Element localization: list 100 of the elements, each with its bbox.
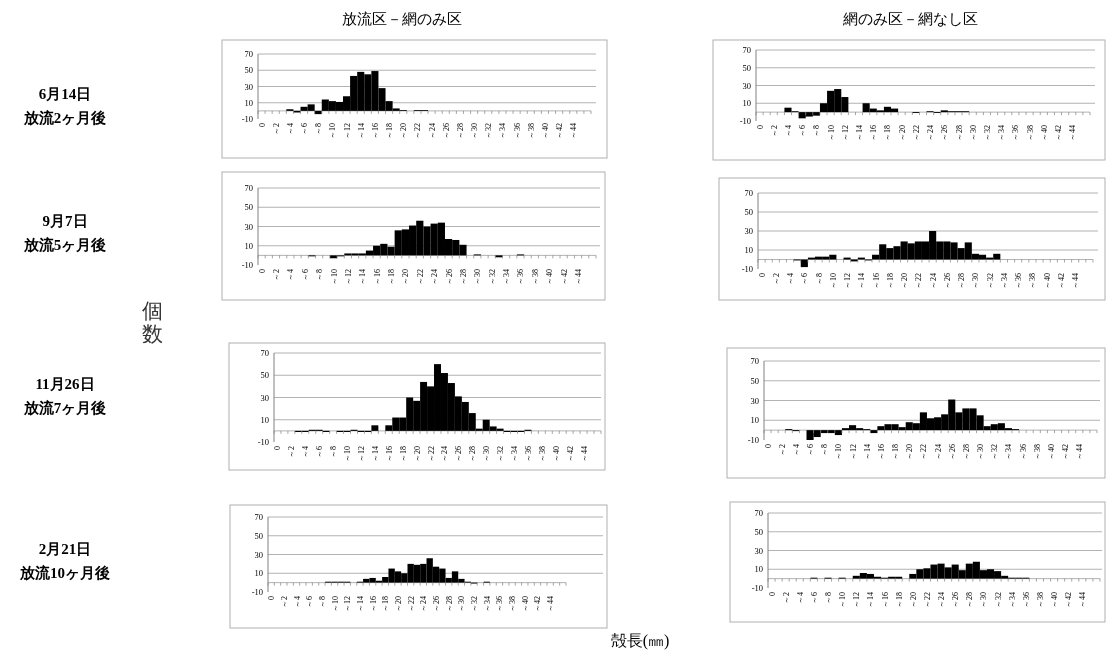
y-tick-label: 70 [742, 45, 751, 55]
x-tick-label: ～30 [971, 273, 981, 289]
x-tick-label: ～4 [791, 444, 801, 456]
x-tick-label: ～16 [368, 596, 378, 612]
x-tick-label: 0 [767, 592, 777, 596]
x-tick-label: ～24 [926, 125, 936, 141]
y-tick-label: 50 [260, 370, 269, 381]
y-tick-label: 10 [754, 564, 763, 575]
text: 11月26日 [35, 376, 95, 392]
x-tick-label: ～16 [384, 446, 394, 462]
x-tick-label: ～10 [343, 446, 353, 462]
x-tick-label: 0 [267, 596, 277, 600]
x-tick-label: ～2 [771, 273, 781, 285]
x-tick-label: ～24 [427, 123, 437, 139]
x-tick-label: ～8 [329, 446, 339, 458]
x-tick-label: ～32 [484, 123, 494, 139]
x-tick-label: ～18 [891, 444, 901, 460]
x-tick-label: ～42 [1056, 273, 1066, 289]
x-tick-label: ～34 [997, 125, 1007, 141]
x-tick-label: ～22 [922, 592, 932, 608]
x-tick-label: ～8 [317, 596, 327, 608]
x-tick-label: ～10 [328, 123, 338, 139]
x-tick-label: ～2 [781, 592, 791, 604]
y-tick-label: 50 [244, 65, 253, 76]
x-tick-label: ～26 [951, 592, 961, 608]
x-tick-label: ～42 [533, 596, 543, 612]
x-tick-label: ～12 [343, 269, 353, 285]
x-tick-label: ～36 [1011, 125, 1021, 141]
x-tick-label: 0 [273, 446, 283, 450]
x-tick-label: 0 [755, 125, 765, 129]
x-tick-label: ～38 [508, 596, 518, 612]
x-tick-label: ～40 [545, 269, 555, 285]
x-tick-label: ～22 [406, 596, 416, 612]
x-tick-label: ～6 [809, 592, 819, 604]
x-tick-label: ～12 [356, 446, 366, 462]
y-tick-label: -10 [751, 583, 763, 593]
x-tick-label: ～30 [482, 446, 492, 462]
x-tick-label: ～10 [828, 273, 838, 289]
x-tick-label: 0 [257, 269, 267, 273]
x-tick-label: ～22 [914, 273, 924, 289]
text: 放流10ヶ月後 [19, 564, 110, 581]
x-tick-label: ～8 [315, 269, 325, 281]
x-tick-label: ～36 [1021, 592, 1031, 608]
text: 2月21日 [38, 541, 92, 557]
x-tick-label: ～28 [954, 125, 964, 141]
x-tick-label: ～22 [911, 125, 921, 141]
x-tick-label: ～28 [957, 273, 967, 289]
y-tick-label: -10 [241, 260, 253, 270]
x-tick-label: ～6 [798, 125, 808, 137]
x-tick-label: ～6 [300, 269, 310, 281]
x-tick-label: ～36 [523, 446, 533, 462]
x-tick-label: ～44 [569, 123, 579, 139]
y-tick-label: 10 [750, 415, 759, 426]
x-tick-label: ～34 [1007, 592, 1017, 608]
x-tick-label: ～28 [468, 446, 478, 462]
y-tick-label: 50 [244, 202, 253, 213]
x-tick-label: ～22 [413, 123, 423, 139]
x-tick-label: ～10 [826, 125, 836, 141]
x-tick-label: ～24 [928, 273, 938, 289]
x-tick-label: ～2 [769, 125, 779, 137]
x-tick-label: ～40 [520, 596, 530, 612]
x-tick-label: ～30 [979, 592, 989, 608]
y-tick-label: -10 [251, 587, 263, 597]
x-tick-label: ～24 [933, 444, 943, 460]
y-tick-label: 50 [754, 526, 763, 537]
x-tick-label: ～38 [1025, 125, 1035, 141]
x-tick-label: ～14 [356, 123, 366, 139]
text: 放流7ヶ月後 [22, 399, 107, 416]
x-axis-title: 殻長(㎜) [610, 632, 670, 650]
x-tick-label: ～30 [470, 123, 480, 139]
x-tick-label: ～12 [840, 125, 850, 141]
x-tick-label: ～38 [526, 123, 536, 139]
x-tick-label: ～32 [496, 446, 506, 462]
x-tick-label: ～44 [574, 269, 584, 285]
y-tick-label: 10 [742, 98, 751, 109]
x-tick-label: ～16 [869, 125, 879, 141]
y-tick-label: 70 [754, 508, 763, 518]
x-tick-label: ～20 [905, 444, 915, 460]
x-tick-label: ～14 [355, 596, 365, 612]
y-tick-label: 30 [744, 226, 753, 236]
x-tick-label: ～14 [866, 592, 876, 608]
x-tick-label: ～14 [857, 273, 867, 289]
text: 6月14日 [38, 86, 92, 102]
x-tick-label: ～14 [862, 444, 872, 460]
x-tick-label: ～36 [1018, 444, 1028, 460]
x-tick-label: ～10 [834, 444, 844, 460]
y-tick-label: 50 [744, 207, 753, 217]
x-tick-label: ～2 [287, 446, 297, 458]
x-tick-label: ～32 [470, 596, 480, 612]
y-tick-label: 50 [750, 375, 759, 386]
text: 放流5ヶ月後 [22, 236, 107, 253]
x-tick-label: ～26 [947, 444, 957, 460]
y-tick-label: 30 [244, 81, 253, 92]
x-tick-label: ～34 [502, 269, 512, 285]
x-tick-label: ～44 [1075, 444, 1085, 460]
x-tick-label: ～32 [487, 269, 497, 285]
y-tick-label: 50 [742, 62, 751, 73]
x-tick-label: ～6 [315, 446, 325, 458]
x-tick-label: ～2 [279, 596, 289, 608]
x-tick-label: ～40 [540, 123, 550, 139]
